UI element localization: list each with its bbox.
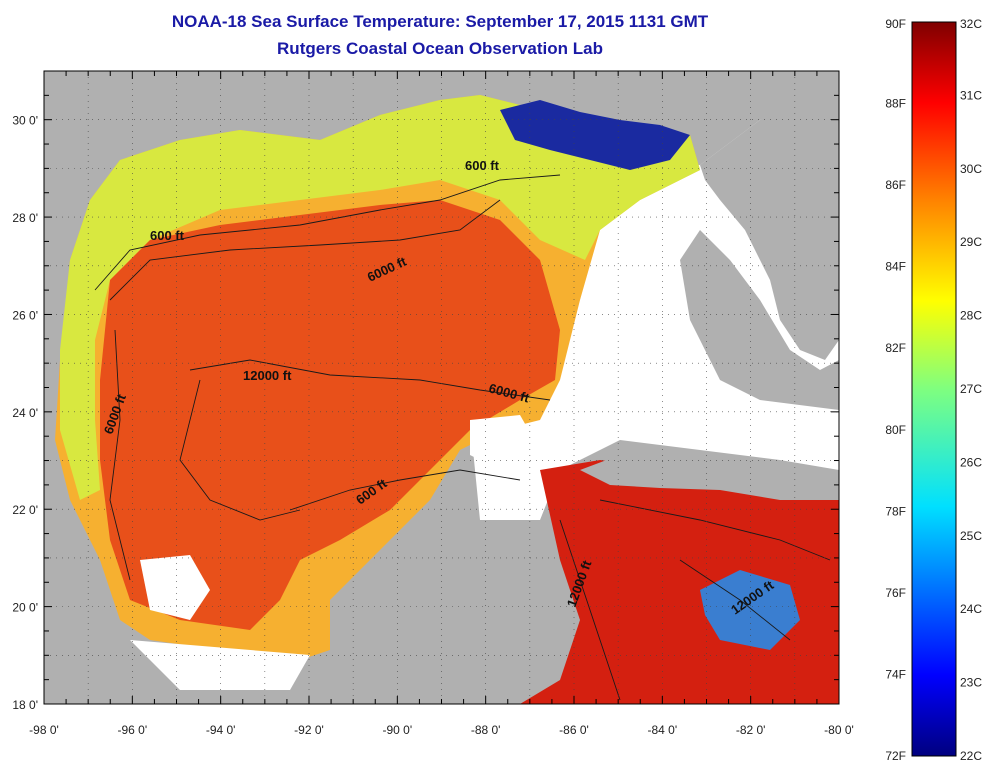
coastal-cool-band xyxy=(60,95,700,500)
latitude-tick-label: 26 0' xyxy=(12,308,38,322)
longitude-tick-label: -84 0' xyxy=(648,723,678,737)
longitude-tick-label: -94 0' xyxy=(206,723,236,737)
colorbar-f-label: 86F xyxy=(885,178,906,192)
colorbar-f-label: 88F xyxy=(885,97,906,111)
contour-label-600ft-north: 600 ft xyxy=(465,158,500,173)
colorbar-c-label: 32C xyxy=(960,17,982,31)
colorbar-fahrenheit-labels: 90F 88F 86F 84F 82F 80F 78F 76F 74F 72F xyxy=(885,17,906,763)
colorbar-f-label: 82F xyxy=(885,341,906,355)
colorbar-c-label: 23C xyxy=(960,676,982,690)
colorbar-c-label: 31C xyxy=(960,88,982,102)
colorbar-c-label: 24C xyxy=(960,602,982,616)
contour-label-12000ft-gulf: 12000 ft xyxy=(243,368,292,383)
longitude-tick-label: -82 0' xyxy=(736,723,766,737)
colorbar-c-label: 28C xyxy=(960,309,982,323)
axis-ticks xyxy=(43,70,840,705)
latitude-tick-label: 30 0' xyxy=(12,114,38,128)
longitude-tick-label: -98 0' xyxy=(29,723,59,737)
colorbar-c-label: 27C xyxy=(960,382,982,396)
latitude-tick-label: 24 0' xyxy=(12,406,38,420)
colorbar-f-label: 78F xyxy=(885,504,906,518)
cloud-no-data-east xyxy=(470,415,540,470)
colorbar-c-label: 22C xyxy=(960,749,982,763)
colorbar-f-label: 74F xyxy=(885,667,906,681)
florida-land xyxy=(700,80,839,360)
latitude-tick-label: 28 0' xyxy=(12,211,38,225)
contour-label-600ft-west: 600 ft xyxy=(150,228,185,243)
cloud-no-data xyxy=(140,555,210,620)
colorbar-c-label: 25C xyxy=(960,529,982,543)
map-subtitle: Rutgers Coastal Ocean Observation Lab xyxy=(277,39,603,58)
yucatan-land xyxy=(330,520,580,704)
latitude-labels: 30 0' 28 0' 26 0' 24 0' 22 0' 20 0' 18 0' xyxy=(12,114,38,712)
warm-sst-core xyxy=(100,200,560,630)
colorbar-f-label: 72F xyxy=(885,749,906,763)
latitude-tick-label: 22 0' xyxy=(12,503,38,517)
colorbar-celsius-labels: 32C 31C 30C 29C 28C 27C 26C 25C 24C 23C 22C xyxy=(960,17,982,763)
colorbar-c-label: 26C xyxy=(960,455,982,469)
colorbar-c-label: 29C xyxy=(960,235,982,249)
colorbar-c-label: 30C xyxy=(960,162,982,176)
longitude-tick-label: -96 0' xyxy=(118,723,148,737)
colorbar-f-label: 76F xyxy=(885,586,906,600)
colorbar-f-label: 80F xyxy=(885,423,906,437)
colorbar-f-label: 84F xyxy=(885,260,906,274)
longitude-labels: -98 0' -96 0' -94 0' -92 0' -90 0' -88 0' -86 … xyxy=(29,723,854,737)
latitude-tick-label: 20 0' xyxy=(12,601,38,615)
longitude-tick-label: -92 0' xyxy=(294,723,324,737)
longitude-tick-label: -86 0' xyxy=(559,723,589,737)
colorbar-f-label: 90F xyxy=(885,17,906,31)
longitude-tick-label: -80 0' xyxy=(824,723,854,737)
map-title: NOAA-18 Sea Surface Temperature: Septemb… xyxy=(171,12,709,31)
longitude-tick-label: -90 0' xyxy=(383,723,413,737)
depth-contours xyxy=(94,174,831,701)
sst-layer: 600 ft 600 ft 6000 ft 6000 ft 12000 ft 6… xyxy=(55,80,839,704)
cold-sst-patch xyxy=(500,100,690,170)
cuba-land xyxy=(580,455,839,500)
latitude-tick-label: 18 0' xyxy=(12,698,38,712)
colorbar xyxy=(911,21,957,757)
longitude-tick-label: -88 0' xyxy=(471,723,501,737)
